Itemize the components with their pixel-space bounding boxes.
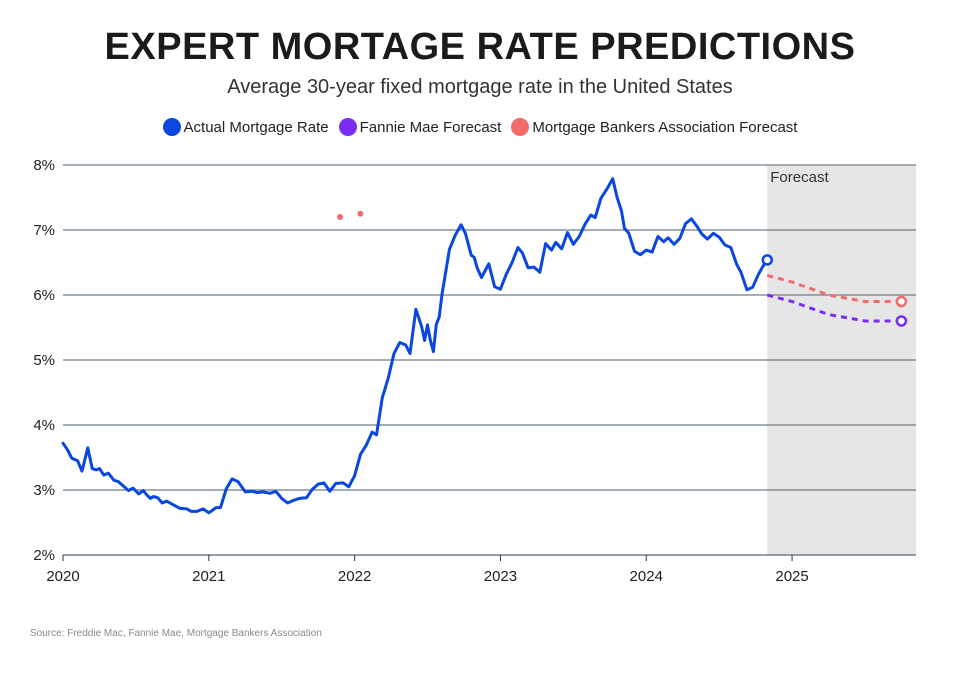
x-tick-label: 2025 bbox=[775, 568, 808, 585]
chart-subtitle: Average 30-year fixed mortgage rate in t… bbox=[227, 76, 733, 98]
x-tick-label: 2022 bbox=[338, 568, 371, 585]
legend-item-fannie: Fannie Mae Forecast bbox=[338, 118, 502, 136]
y-tick-label: 2% bbox=[33, 547, 55, 564]
fannie-forecast-line bbox=[766, 293, 902, 323]
y-tick-label: 3% bbox=[33, 482, 55, 499]
y-tick-label: 8% bbox=[33, 157, 55, 174]
mba-forecast-endpoint bbox=[895, 295, 908, 308]
legend-label-fannie: Fannie Mae Forecast bbox=[359, 118, 502, 136]
x-tick-label: 2021 bbox=[192, 568, 225, 585]
y-tick-label: 7% bbox=[33, 222, 55, 239]
y-tick-label: 6% bbox=[33, 287, 55, 304]
x-tick-label: 2024 bbox=[630, 568, 663, 585]
fannie-forecast-endpoint bbox=[895, 315, 908, 327]
mba-stray-point bbox=[337, 214, 344, 220]
chart-title: EXPERT MORTAGE RATE PREDICTIONS bbox=[104, 26, 856, 68]
actual-rate-endpoint bbox=[761, 254, 774, 266]
legend-swatch-actual bbox=[162, 118, 181, 136]
actual-rate-line bbox=[61, 177, 769, 515]
y-tick-label: 4% bbox=[33, 417, 55, 434]
x-tick-label: 2023 bbox=[484, 568, 517, 585]
legend-swatch-mba bbox=[511, 118, 530, 136]
legend-item-mba: Mortgage Bankers Association Forecast bbox=[511, 118, 797, 136]
x-tick-label: 2020 bbox=[46, 568, 79, 585]
mba-forecast-line bbox=[766, 274, 902, 303]
legend-label-mba: Mortgage Bankers Association Forecast bbox=[532, 118, 798, 136]
legend-label-actual: Actual Mortgage Rate bbox=[183, 118, 329, 136]
source-note: Source: Freddie Mac, Fannie Mae, Mortgag… bbox=[30, 628, 322, 639]
legend-swatch-fannie bbox=[338, 118, 357, 136]
mba-stray-point bbox=[357, 210, 364, 217]
chart-legend: Actual Mortgage Rate Fannie Mae Forecast… bbox=[0, 118, 960, 136]
forecast-label: Forecast bbox=[770, 169, 829, 186]
legend-item-actual: Actual Mortgage Rate bbox=[162, 118, 329, 136]
y-tick-label: 5% bbox=[33, 352, 55, 369]
